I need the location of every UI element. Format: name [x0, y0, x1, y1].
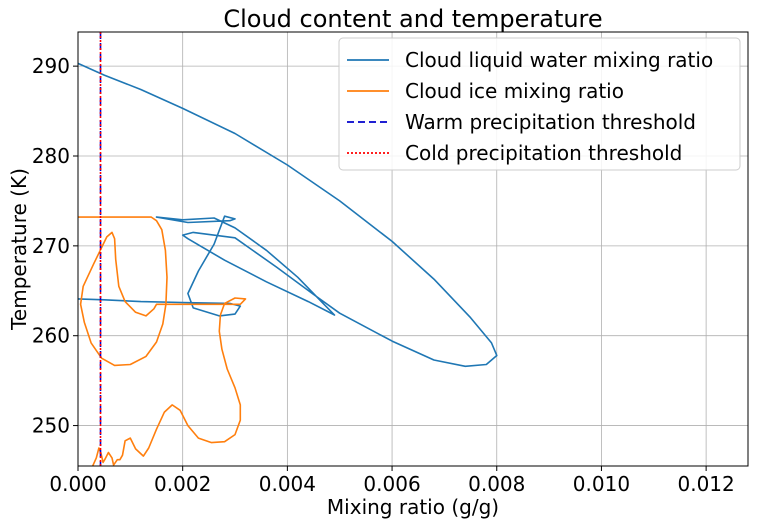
x-tick-label: 0.008	[468, 472, 525, 496]
y-tick-label: 260	[32, 324, 70, 348]
series-line-0	[78, 62, 498, 368]
x-tick-label: 0.000	[49, 472, 106, 496]
y-tick-label: 280	[32, 144, 70, 168]
y-tick-label: 270	[32, 234, 70, 258]
legend-label-1: Cloud ice mixing ratio	[405, 79, 624, 103]
y-tick-label: 290	[32, 54, 70, 78]
legend-label-3: Cold precipitation threshold	[405, 141, 682, 165]
x-tick-label: 0.012	[677, 472, 734, 496]
y-axis-title: Temperature (K)	[7, 168, 31, 331]
series-line-1	[78, 216, 247, 466]
y-tick-label: 250	[32, 414, 70, 438]
x-tick-label: 0.010	[573, 472, 630, 496]
legend-label-2: Warm precipitation threshold	[405, 110, 696, 134]
plot-frame	[77, 31, 749, 467]
x-axis-title: Mixing ratio (g/g)	[327, 495, 499, 519]
series-layer	[78, 32, 498, 466]
x-tick-label: 0.002	[154, 472, 211, 496]
legend-label-0: Cloud liquid water mixing ratio	[405, 48, 713, 72]
axes: 0.000 0.002 0.004 0.006 0.008 0.010 0.012 250 26…	[32, 31, 749, 496]
legend: Cloud liquid water mixing ratio Cloud ice…	[338, 37, 741, 171]
chart-title: Cloud content and temperature	[223, 5, 602, 33]
legend-box	[338, 37, 741, 171]
x-tick-label: 0.004	[259, 472, 316, 496]
x-tick-label: 0.006	[363, 472, 420, 496]
